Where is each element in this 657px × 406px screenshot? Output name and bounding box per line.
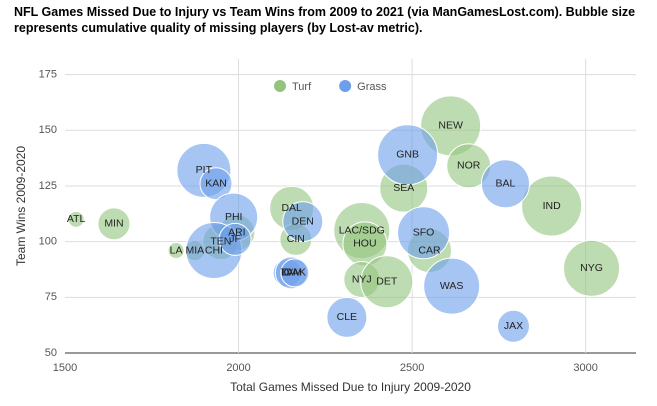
x-tick-label: 3000: [573, 362, 597, 374]
bubble: [563, 239, 621, 297]
bubble-label: MIN: [104, 218, 123, 230]
x-axis-title: Total Games Missed Due to Injury 2009-20…: [230, 380, 471, 394]
bubble-label: OAK: [284, 267, 306, 279]
bubble: [218, 222, 252, 256]
chart-title: NFL Games Missed Due to Injury vs Team W…: [14, 5, 636, 35]
bubble: [67, 210, 85, 228]
bubble-label: LA: [170, 244, 183, 256]
bubble: [282, 201, 324, 243]
y-tick-label: 125: [39, 180, 57, 192]
bubble-label: GNB: [396, 149, 419, 161]
legend-marker: [339, 80, 352, 92]
bubble-label: HOU: [353, 238, 376, 250]
bubble-label: NYG: [580, 262, 603, 274]
bubble-label: CIN: [287, 233, 305, 245]
bubble-label: DEN: [292, 215, 314, 227]
bubble-label: CHI: [205, 244, 223, 256]
bubble: [377, 124, 439, 186]
bubble-label: IND: [543, 200, 562, 212]
bubble: [397, 206, 451, 260]
bubble-label: DET: [376, 276, 398, 288]
bubble-label: KAN: [205, 178, 227, 190]
bubble-label: SEA: [393, 182, 414, 194]
bubble-label: PHI: [225, 211, 243, 223]
bubble-label: MIA: [185, 244, 204, 256]
bubble-label: JF: [229, 233, 241, 245]
bubble: [423, 257, 481, 315]
y-tick-label: 75: [45, 291, 57, 303]
bubble-label: NYJ: [352, 273, 372, 285]
legend-label: Grass: [357, 81, 387, 93]
bubble-label: WAS: [440, 280, 464, 292]
bubble: [480, 159, 530, 209]
bubble-label: DAL: [281, 202, 302, 214]
bubble-label: LAC/SDG: [339, 224, 385, 236]
bubble-label: PIT: [196, 164, 213, 176]
bubble-label: CAR: [418, 244, 441, 256]
bubble: [360, 255, 414, 309]
y-tick-label: 150: [39, 124, 57, 136]
y-tick-label: 100: [39, 236, 57, 248]
bubble: [521, 175, 583, 237]
bubble-label: JAX: [504, 320, 523, 332]
bubble: [326, 296, 368, 338]
bubble: [167, 242, 185, 260]
bubble-label: TAM: [281, 267, 302, 279]
legend-marker: [274, 80, 286, 92]
bubble: [496, 309, 530, 343]
x-tick-label: 2000: [226, 362, 250, 374]
y-tick-label: 50: [45, 347, 57, 359]
bubble-label: BAL: [496, 178, 516, 190]
bubble-label: SFO: [413, 227, 435, 239]
bubble: [280, 258, 310, 288]
bubble-label: NOR: [457, 160, 481, 172]
legend-label: Turf: [292, 81, 312, 93]
x-tick-label: 1500: [53, 362, 77, 374]
bubble-label: LV: [281, 267, 293, 279]
bubble: [97, 207, 131, 241]
bubble-label: ATL: [67, 213, 86, 225]
bubble: [199, 167, 233, 201]
bubble-label: TEN: [210, 235, 231, 247]
y-tick-label: 175: [39, 68, 57, 80]
bubble-label: CLE: [337, 311, 357, 323]
bubble-label: ARI: [228, 227, 246, 239]
bubble-label: NEW: [438, 120, 463, 132]
x-tick-label: 2500: [400, 362, 424, 374]
y-axis-title: Team Wins 2009-2020: [14, 146, 28, 266]
